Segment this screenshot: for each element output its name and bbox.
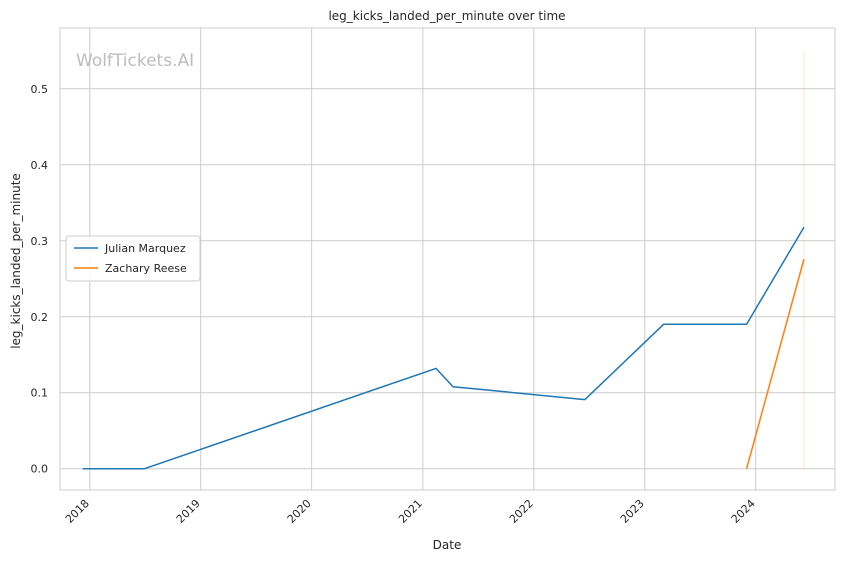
y-tick-label: 0.1 <box>31 387 49 400</box>
series-line-zachary-reese <box>745 258 805 469</box>
legend: Julian Marquez Zachary Reese <box>65 235 201 282</box>
y-tick-label: 0.0 <box>31 463 49 476</box>
x-tick-label: 2019 <box>174 497 203 526</box>
series-layer <box>82 226 805 470</box>
y-tick-label: 0.2 <box>31 311 49 324</box>
legend-label-zachary-reese: Zachary Reese <box>105 262 187 275</box>
legend-label-julian-marquez: Julian Marquez <box>104 242 186 255</box>
y-axis-title: leg_kicks_landed_per_minute <box>9 173 23 349</box>
x-axis-title: Date <box>433 538 462 552</box>
x-tick-label: 2023 <box>618 497 647 526</box>
watermark: WolfTickets.AI <box>76 51 194 71</box>
x-tick-label: 2021 <box>396 497 425 526</box>
x-tick-label: 2020 <box>285 497 314 526</box>
y-tick-label: 0.5 <box>31 83 49 96</box>
legend-box <box>65 235 201 282</box>
grid-layer <box>60 28 835 490</box>
chart-title: leg_kicks_landed_per_minute over time <box>328 9 565 23</box>
x-tick-label: 2018 <box>63 497 92 526</box>
y-tick-label: 0.4 <box>31 159 49 172</box>
series-line-julian-marquez <box>82 226 805 470</box>
y-tick-label: 0.3 <box>31 235 49 248</box>
x-tick-label: 2022 <box>507 497 536 526</box>
x-tick-label: 2024 <box>729 497 758 526</box>
